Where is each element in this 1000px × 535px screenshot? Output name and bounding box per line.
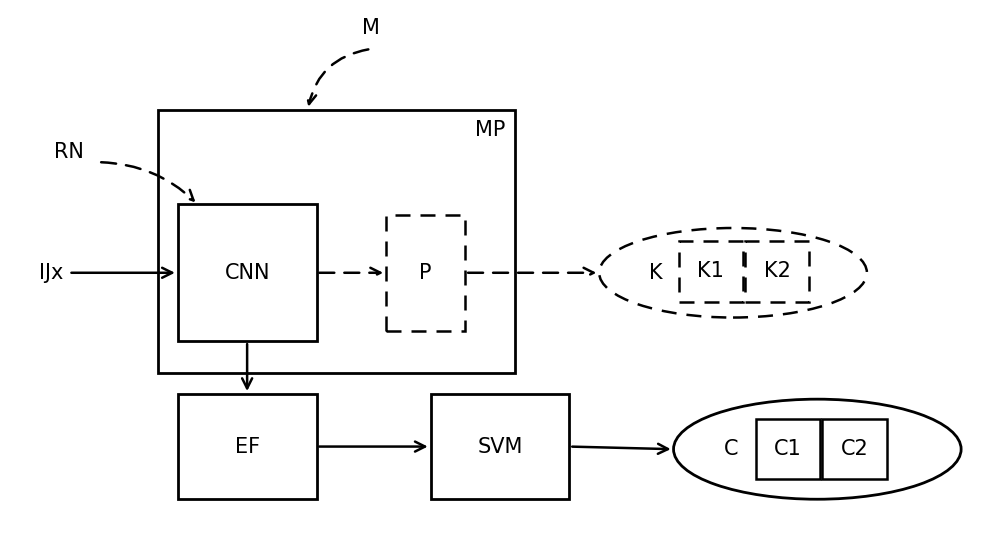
Text: IJx: IJx <box>39 263 64 283</box>
Ellipse shape <box>599 228 867 318</box>
Ellipse shape <box>674 399 961 499</box>
Bar <box>679 241 743 302</box>
Bar <box>431 394 569 499</box>
Text: CNN: CNN <box>224 263 270 283</box>
Text: K1: K1 <box>697 262 724 281</box>
Bar <box>745 241 809 302</box>
Text: C1: C1 <box>774 439 802 459</box>
Bar <box>178 394 317 499</box>
Bar <box>756 419 820 479</box>
Bar <box>178 204 317 341</box>
Text: EF: EF <box>235 437 260 456</box>
Bar <box>386 215 465 331</box>
Text: RN: RN <box>54 142 84 162</box>
Text: M: M <box>362 18 380 38</box>
Text: P: P <box>419 263 432 283</box>
Text: K2: K2 <box>764 262 791 281</box>
Text: SVM: SVM <box>477 437 523 456</box>
Bar <box>822 419 887 479</box>
Text: C2: C2 <box>841 439 868 459</box>
Text: MP: MP <box>475 120 505 140</box>
Bar <box>158 110 515 373</box>
Text: K: K <box>649 263 662 283</box>
Text: C: C <box>724 439 738 459</box>
